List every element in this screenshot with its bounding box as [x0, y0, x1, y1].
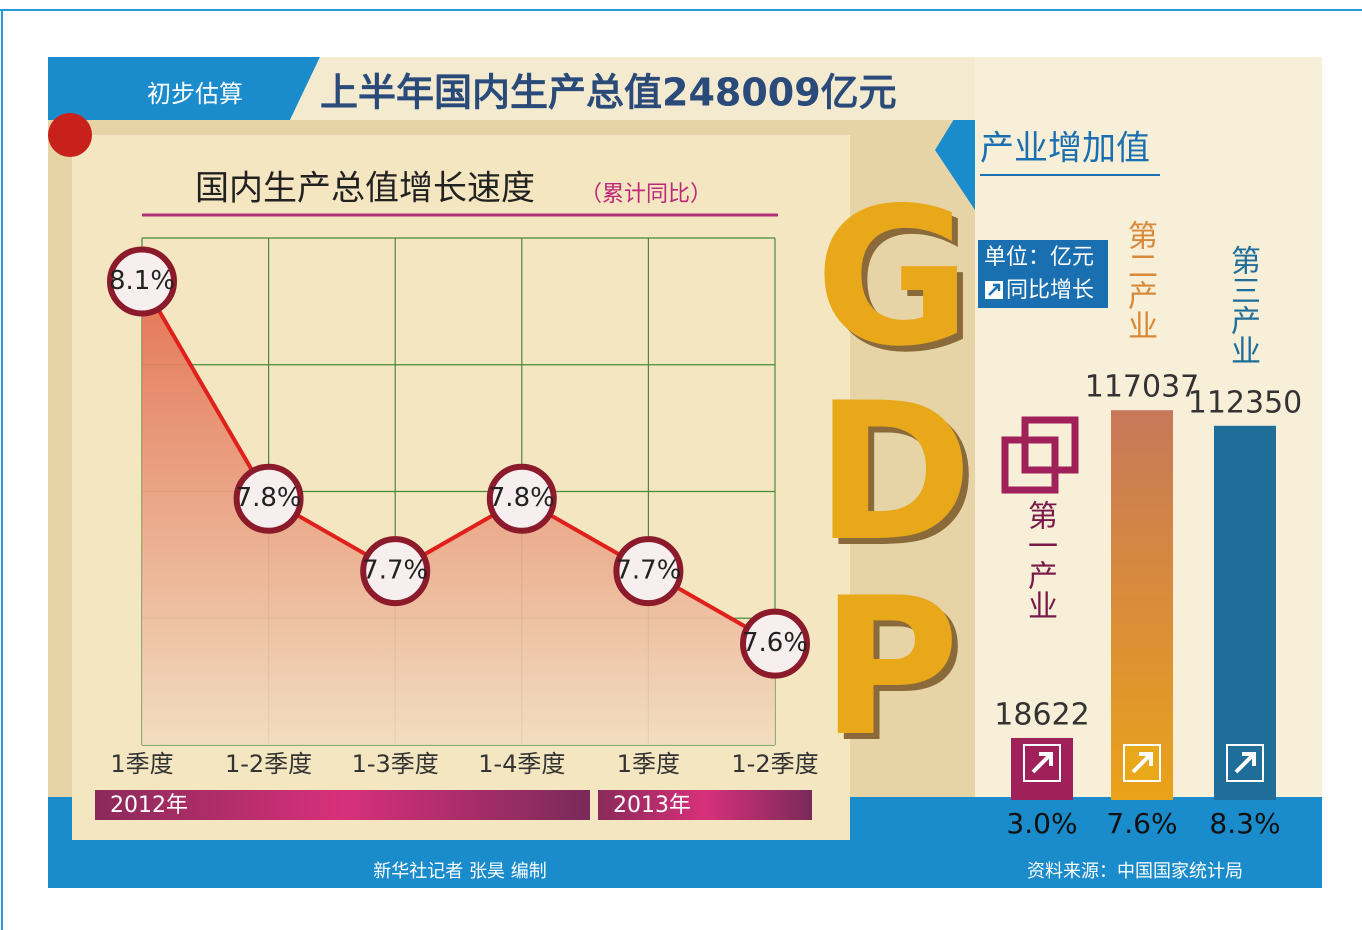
year-label: 2012年: [110, 793, 188, 818]
growth-arrow: [1031, 752, 1053, 774]
point: [107, 246, 177, 317]
x-tick-label: 1-2季度: [225, 750, 312, 778]
point: [233, 463, 304, 534]
point: [360, 536, 431, 607]
category-label: 第一产业: [1022, 500, 1057, 620]
bar: [1111, 410, 1173, 800]
value-label: 7.6%: [742, 628, 808, 658]
growth-arrow: [1131, 752, 1153, 774]
point: [740, 608, 810, 679]
bar-title: 产业增加值: [980, 129, 1150, 169]
bar: [1214, 425, 1276, 800]
value-label: 7.8%: [489, 483, 555, 513]
line-subtitle: （累计同比）: [580, 182, 712, 207]
x-tick-label: 1季度: [617, 750, 680, 778]
value-label: 7.8%: [236, 483, 302, 513]
x-tick-label: 1季度: [110, 750, 173, 778]
source: 资料来源：中国国家统计局: [1027, 861, 1243, 882]
tag-box: [48, 57, 320, 120]
gdp-logo: GDP: [815, 167, 973, 778]
value-label: 117037: [1085, 370, 1200, 405]
x-tick-label: 1-2季度: [731, 750, 818, 778]
value-label: 7.7%: [362, 556, 428, 586]
year-label: 2013年: [613, 793, 691, 818]
point: [486, 463, 557, 534]
category-label: 第三产业: [1225, 245, 1260, 365]
value-label: 18622: [994, 697, 1089, 732]
legend-arrow: [988, 283, 1001, 296]
value-label: 112350: [1188, 385, 1303, 420]
growth-arrow: [1234, 752, 1256, 774]
growth-label: 7.6%: [1106, 807, 1177, 840]
value-label: 7.7%: [615, 556, 681, 586]
unit: 单位：亿元: [984, 245, 1094, 270]
point: [613, 536, 684, 607]
chevron: [935, 57, 975, 210]
title-box: [290, 57, 975, 120]
legend-growth: 同比增长: [1006, 278, 1094, 303]
header-title: 上半年国内生产总值248009亿元: [320, 71, 897, 115]
value-label: 8.1%: [109, 266, 175, 296]
line-title: 国内生产总值增长速度: [195, 169, 535, 209]
tag: 初步估算: [147, 80, 243, 108]
pin: [48, 113, 92, 157]
year-band: [598, 790, 812, 820]
category-label: 第二产业: [1122, 220, 1157, 340]
x-tick-label: 1-4季度: [478, 750, 565, 778]
growth-label: 8.3%: [1209, 807, 1280, 840]
cube-icon: [1001, 416, 1079, 494]
year-band: [95, 790, 590, 820]
growth-label: 3.0%: [1006, 807, 1077, 840]
credit: 新华社记者 张昊 编制: [373, 861, 546, 882]
x-tick-label: 1-3季度: [352, 750, 439, 778]
area: [142, 281, 775, 745]
